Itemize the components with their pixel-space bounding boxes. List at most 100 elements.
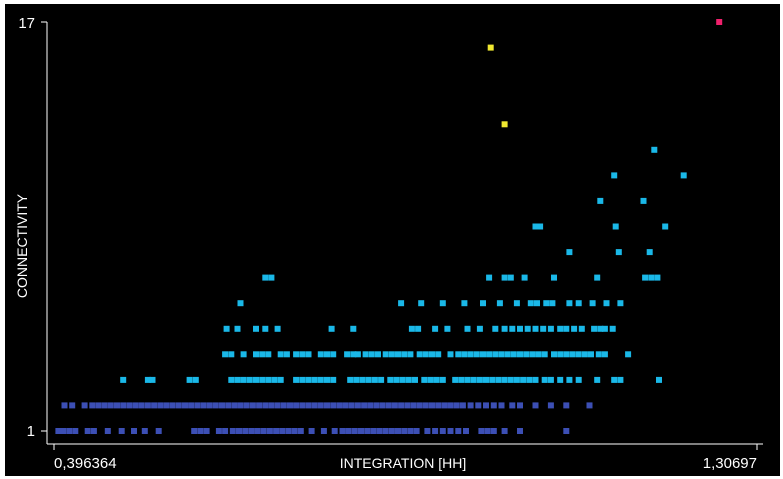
data-point (285, 428, 292, 434)
data-point (611, 172, 618, 179)
data-point (107, 402, 114, 409)
data-point (501, 121, 508, 128)
data-point (354, 351, 361, 358)
data-point (401, 351, 408, 358)
data-point (259, 376, 266, 383)
data-point (532, 325, 539, 332)
data-point (422, 402, 429, 409)
data-point (131, 428, 137, 434)
data-point (424, 428, 431, 434)
data-point (311, 376, 318, 383)
data-point (237, 300, 244, 307)
data-point (625, 351, 632, 358)
chart-frame: 17 1 0,396364 1,30697 INTEGRATION [HH] C… (5, 4, 780, 476)
data-point (260, 428, 267, 434)
data-point (297, 428, 304, 434)
data-point (234, 325, 241, 332)
data-point (517, 325, 523, 332)
data-point (342, 402, 349, 409)
data-point (353, 376, 360, 383)
data-point (453, 402, 460, 409)
data-point (359, 376, 366, 383)
data-point (433, 376, 440, 383)
data-point (617, 376, 624, 383)
data-point (253, 351, 259, 358)
data-point (563, 402, 570, 409)
data-point (299, 351, 306, 358)
data-point (597, 325, 604, 332)
data-point (475, 402, 482, 409)
data-point (249, 402, 256, 409)
data-point (487, 44, 494, 51)
data-point (432, 325, 439, 332)
data-point (212, 402, 219, 409)
data-point (520, 376, 527, 383)
data-point (228, 376, 235, 383)
data-point (308, 428, 315, 434)
data-point (597, 197, 604, 204)
data-point (344, 351, 351, 358)
data-point (517, 428, 523, 434)
data-point (498, 351, 505, 358)
data-point (410, 402, 417, 409)
data-point (395, 351, 401, 358)
data-point (480, 351, 486, 358)
data-point (330, 402, 337, 409)
data-point (427, 376, 434, 383)
x-tick-label-right: 1,30697 (703, 455, 757, 472)
data-point (484, 428, 491, 434)
data-point (299, 402, 306, 409)
data-point (280, 402, 287, 409)
data-point (435, 351, 442, 358)
data-point (391, 402, 398, 409)
data-point (569, 351, 576, 358)
data-point (385, 402, 392, 409)
data-point (412, 376, 418, 383)
data-point (547, 325, 554, 332)
data-point (155, 428, 162, 434)
data-point (509, 325, 516, 332)
data-point (320, 428, 327, 434)
data-point (551, 274, 557, 281)
data-point (470, 376, 477, 383)
data-point (586, 402, 593, 409)
data-point (336, 402, 343, 409)
data-point (513, 376, 520, 383)
data-point (557, 351, 564, 358)
data-point (478, 428, 485, 434)
data-point (197, 428, 204, 434)
data-point (534, 300, 540, 307)
data-point (416, 351, 423, 358)
data-point (324, 402, 330, 409)
data-point (501, 376, 508, 383)
data-point (388, 428, 395, 434)
data-point (413, 428, 420, 434)
data-point (513, 300, 520, 307)
data-point (361, 402, 368, 409)
data-point (407, 428, 414, 434)
data-point (517, 351, 523, 358)
data-point (656, 376, 662, 383)
data-point (532, 223, 539, 230)
data-point (447, 428, 454, 434)
data-point (495, 376, 502, 383)
data-point (253, 376, 259, 383)
data-point (501, 325, 508, 332)
data-point (328, 325, 335, 332)
data-point (274, 402, 281, 409)
data-point (254, 428, 261, 434)
data-point (441, 402, 448, 409)
data-point (237, 402, 244, 409)
data-point (203, 428, 210, 434)
data-point (501, 428, 508, 434)
data-point (246, 376, 253, 383)
data-point (509, 402, 516, 409)
data-point (120, 376, 127, 383)
data-point (476, 376, 483, 383)
data-point (404, 402, 411, 409)
data-point (234, 376, 241, 383)
data-point (262, 274, 269, 281)
data-point (459, 402, 466, 409)
data-point (367, 402, 374, 409)
data-point (429, 351, 435, 358)
